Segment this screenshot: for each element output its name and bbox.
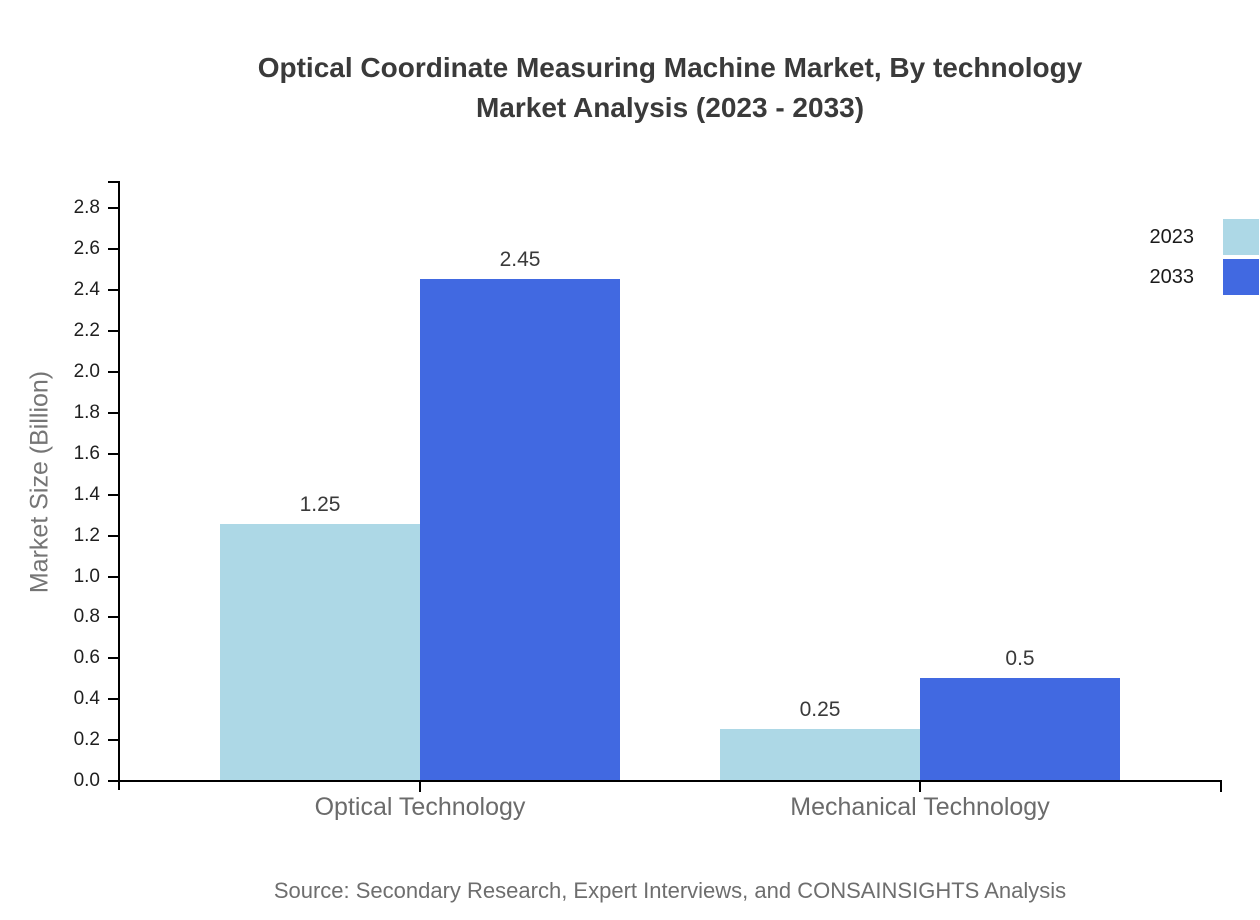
legend: 2023 2033	[1150, 217, 1260, 297]
y-axis-tick	[108, 657, 118, 660]
bar-value-label: 0.25	[799, 698, 841, 721]
x-axis-category-label: Optical Technology	[314, 793, 526, 821]
plot-area: 0.0 0.2 0.4 0.6 0.8 1.0 1.2 1.4 1.6 1.8 2.0 2.2 2.4 2…	[74, 180, 1222, 820]
y-axis-tick-label: 2.2	[73, 320, 100, 342]
bar-2033-0	[420, 279, 620, 780]
y-axis-tick-label: 2.8	[73, 197, 100, 219]
y-axis-tick	[108, 534, 118, 537]
y-axis-tick-label: 0.8	[73, 606, 100, 628]
y-axis-line	[118, 181, 120, 790]
y-axis-tick	[108, 371, 118, 373]
y-axis-tick	[108, 248, 118, 251]
legend-swatch	[1223, 219, 1259, 255]
y-axis-tick	[108, 411, 118, 414]
y-axis-tick-label: 2.0	[73, 361, 100, 382]
y-axis-end-cap	[108, 181, 120, 183]
y-axis-tick	[108, 739, 118, 742]
y-axis-tick-label: 1.8	[73, 401, 100, 423]
y-axis-tick-label: 2.4	[73, 279, 100, 301]
x-axis-category-label: Mechanical Technology	[790, 793, 1050, 821]
y-axis-tick	[108, 330, 118, 333]
x-axis-tick	[919, 782, 921, 792]
source-note: Source: Secondary Research, Expert Inter…	[273, 878, 1067, 903]
legend-row: 2023	[1150, 217, 1260, 257]
y-axis-tick	[108, 289, 118, 292]
bar-value-label: 0.5	[1005, 647, 1035, 670]
bar-2023-1	[720, 729, 920, 780]
y-axis-tick	[108, 452, 118, 455]
y-axis-tick-label: 0.6	[73, 647, 100, 669]
legend-swatch	[1223, 259, 1259, 295]
y-axis-tick	[108, 493, 118, 496]
bar-value-label: 2.45	[499, 248, 541, 271]
y-axis-tick-label: 0.2	[73, 729, 100, 751]
legend-label: 2033	[1149, 265, 1195, 288]
y-axis-tick-label: 1.2	[73, 524, 100, 546]
y-axis-tick-label: 0.0	[73, 770, 100, 791]
y-axis-tick-label: 1.0	[73, 565, 100, 587]
bar-2033-1	[920, 678, 1120, 780]
legend-label: 2023	[1149, 225, 1195, 248]
y-axis-tick-label: 1.6	[73, 442, 100, 464]
y-axis-tick	[108, 616, 118, 619]
x-axis-line	[108, 780, 1222, 782]
y-axis-tick-label: 0.4	[73, 688, 100, 710]
y-axis-tick	[108, 780, 118, 782]
y-axis-tick	[108, 207, 118, 210]
y-axis-tick-label: 2.6	[73, 238, 100, 260]
bar-value-label: 1.25	[299, 493, 341, 516]
x-axis-tick	[419, 782, 421, 792]
x-axis-end-cap	[1220, 780, 1222, 792]
y-axis-tick-label: 1.4	[73, 483, 100, 505]
bar-2023-0	[220, 524, 420, 780]
legend-row: 2033	[1150, 257, 1260, 297]
y-axis-tick	[108, 575, 118, 578]
chart-title: Optical Coordinate Measuring Machine Mar…	[257, 52, 1083, 123]
y-axis-tick	[108, 698, 118, 701]
